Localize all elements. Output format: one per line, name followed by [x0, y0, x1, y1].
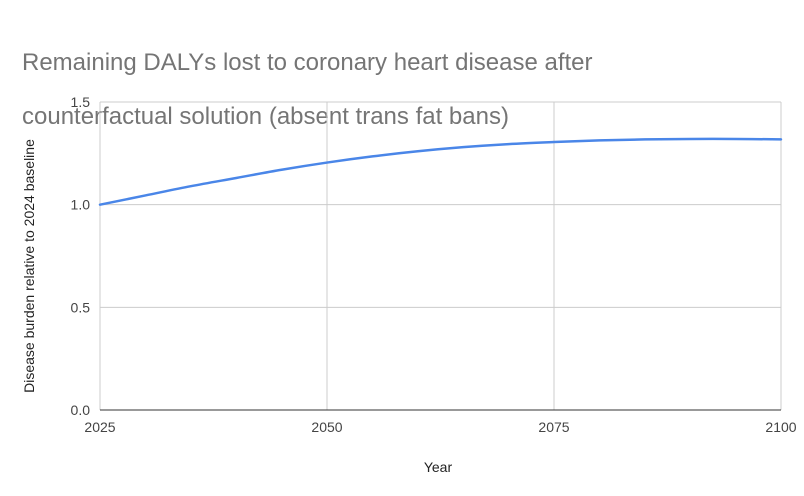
chart-title: Remaining DALYs lost to coronary heart d…	[22, 22, 782, 157]
y-tick-label: 0.5	[71, 299, 91, 315]
x-tick-label: 2025	[84, 419, 115, 435]
gridlines	[99, 101, 782, 410]
tick-labels: 0.0 0.5 1.0 1.5 2025 2050 2075 2100	[71, 94, 797, 435]
y-axis-title: Disease burden relative to 2024 baseline	[21, 139, 37, 393]
series-layer	[98, 137, 783, 206]
chart-title-line-2: counterfactual solution (absent trans fa…	[22, 103, 509, 130]
series-line	[98, 137, 783, 206]
chart-title-line-1: Remaining DALYs lost to coronary heart d…	[22, 49, 593, 76]
y-tick-label: 0.0	[71, 402, 91, 418]
x-axis-title: Year	[424, 459, 453, 475]
x-tick-label: 2075	[538, 419, 569, 435]
y-tick-label: 1.5	[71, 94, 91, 110]
y-tick-label: 1.0	[71, 197, 91, 213]
x-tick-label: 2050	[311, 419, 342, 435]
x-tick-label: 2100	[765, 419, 796, 435]
